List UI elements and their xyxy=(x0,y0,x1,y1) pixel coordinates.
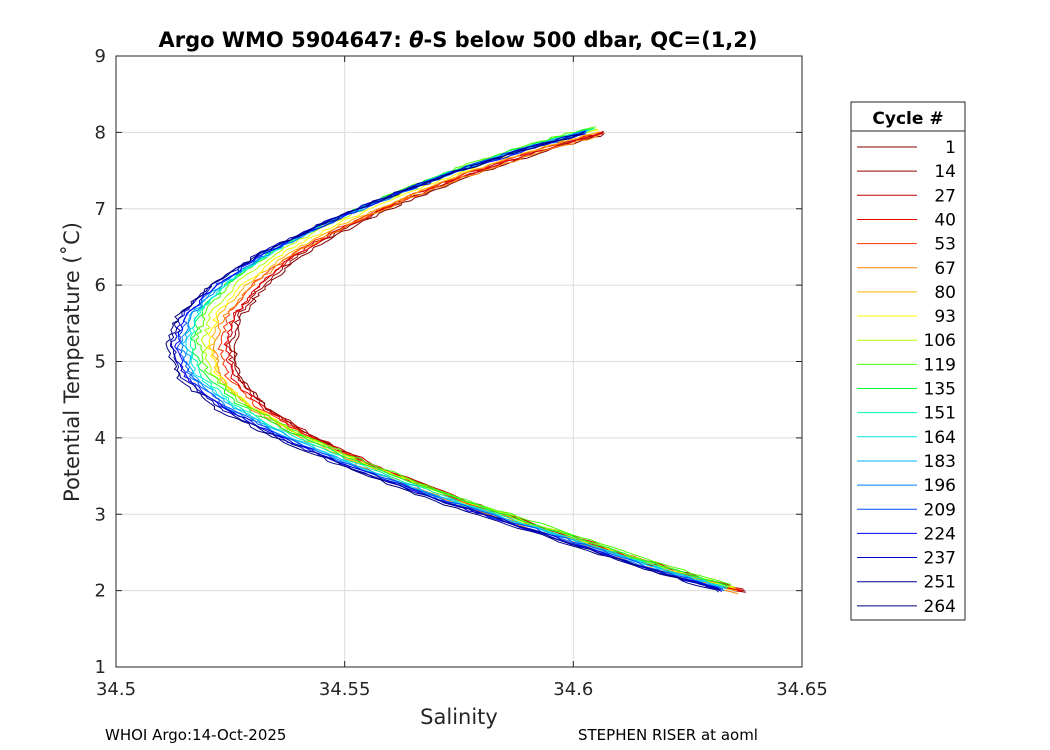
legend-label-40: 40 xyxy=(934,210,956,230)
legend-label-53: 53 xyxy=(934,235,956,255)
legend-label-237: 237 xyxy=(924,549,956,569)
profile-cycle-119 xyxy=(195,126,732,585)
y-tick-label: 1 xyxy=(95,657,106,678)
profile-cycle-264 xyxy=(165,133,719,593)
y-tick-label: 7 xyxy=(95,199,106,220)
profile-cycle-251 xyxy=(170,131,720,592)
legend-label-106: 106 xyxy=(924,331,956,351)
legend-label-264: 264 xyxy=(924,597,956,617)
y-tick-label: 5 xyxy=(95,352,106,373)
legend-label-196: 196 xyxy=(924,476,956,496)
y-tick-label: 4 xyxy=(95,428,106,449)
legend: Cycle # 1 14 27 40 53 67 80 93 106 119 135 151 164 18… xyxy=(850,101,966,621)
profiles xyxy=(165,126,747,595)
x-tick-label: 34.5 xyxy=(96,679,136,700)
axis-ticks: 34.5 34.55 34.6 34.65 1 2 3 4 5 6 7 8 9 xyxy=(95,46,828,700)
x-tick-label: 34.6 xyxy=(553,679,593,700)
legend-label-209: 209 xyxy=(924,500,956,520)
footer-left: WHOI Argo:14-Oct-2025 xyxy=(105,726,286,744)
legend-label-80: 80 xyxy=(934,283,956,303)
legend-label-251: 251 xyxy=(924,573,956,593)
legend-label-151: 151 xyxy=(924,404,956,424)
legend-label-119: 119 xyxy=(924,355,956,375)
y-tick-label: 2 xyxy=(95,581,106,602)
y-tick-label: 3 xyxy=(95,504,106,525)
legend-items: 1 14 27 40 53 67 80 93 106 119 135 151 164 183 196 209 2… xyxy=(857,138,956,617)
legend-label-67: 67 xyxy=(934,259,956,279)
legend-label-183: 183 xyxy=(924,452,956,472)
legend-label-1: 1 xyxy=(945,138,956,158)
y-tick-label: 8 xyxy=(95,122,106,143)
chart-title: Argo WMO 5904647: θ-S below 500 dbar, QC… xyxy=(158,28,757,52)
legend-label-224: 224 xyxy=(924,524,956,544)
legend-label-14: 14 xyxy=(934,162,956,182)
legend-label-164: 164 xyxy=(924,428,956,448)
y-tick-label: 6 xyxy=(95,275,106,296)
y-tick-label: 9 xyxy=(95,46,106,67)
x-axis-label: Salinity xyxy=(420,705,498,729)
legend-title: Cycle # xyxy=(872,109,943,129)
legend-label-135: 135 xyxy=(924,380,956,400)
y-axis-label: Potential Temperature (˚C) xyxy=(60,222,84,502)
x-tick-label: 34.65 xyxy=(776,679,828,700)
legend-label-27: 27 xyxy=(934,186,956,206)
footer-right: STEPHEN RISER at aoml xyxy=(578,726,758,744)
x-tick-label: 34.55 xyxy=(319,679,371,700)
legend-label-93: 93 xyxy=(934,307,956,327)
